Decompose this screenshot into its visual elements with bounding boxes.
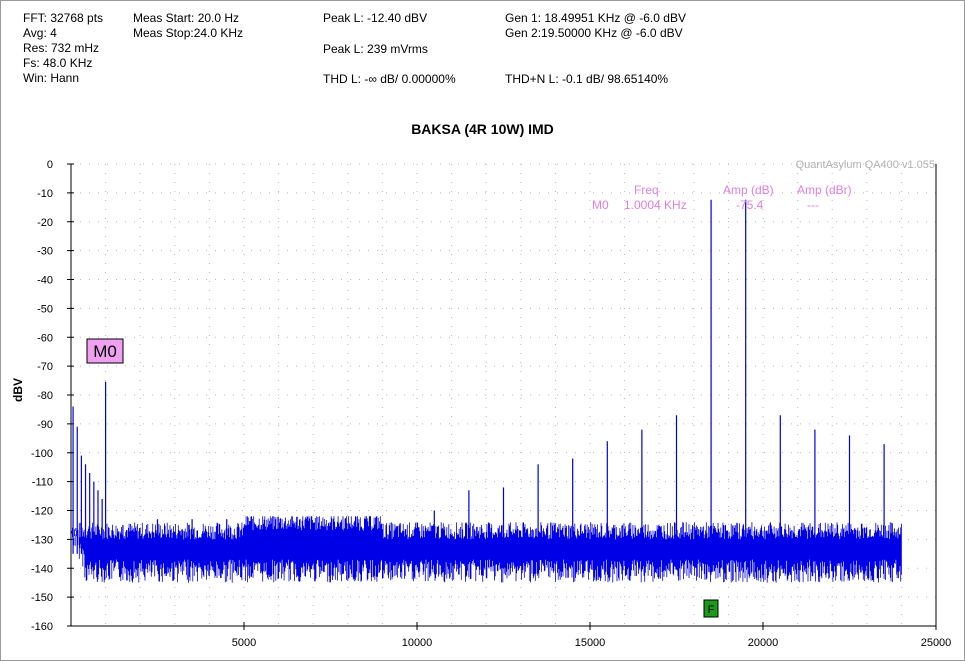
noise-floor [71, 516, 902, 583]
f-marker-box [703, 599, 719, 618]
axes: 0 -10 -20 -30 -40 -50 -60 -70 -80 -90 -100 -110 -120… [31, 159, 951, 649]
peak-dbv: Peak L: -12.40 dBV [323, 11, 428, 25]
y-tick-label: -120 [31, 506, 53, 518]
marker-m0-box [86, 338, 124, 364]
f-marker[interactable]: F [703, 599, 719, 618]
sample-rate: Fs: 48.0 KHz [23, 56, 93, 70]
legend-header-amp-db: Amp (dB) [723, 183, 774, 197]
x-tick-label: 20000 [748, 637, 779, 649]
meas-stop: Meas Stop:24.0 KHz [133, 26, 244, 40]
gen2-readout: Gen 2:19.50000 KHz @ -6.0 dBV [505, 26, 683, 40]
y-tick-label: -20 [37, 217, 53, 229]
y-tick-label: -110 [32, 477, 53, 489]
fft-size: FFT: 32768 pts [23, 11, 104, 25]
y-tick-label: -70 [37, 361, 53, 373]
gen1-readout: Gen 1: 18.49951 KHz @ -6.0 dBV [505, 11, 686, 25]
f-marker-label: F [708, 604, 715, 616]
x-tick-label: 5000 [232, 637, 256, 649]
y-tick-label: -140 [31, 563, 53, 575]
thd-readout: THD L: -∞ dB/ 0.00000% [323, 72, 456, 86]
legend-header-freq: Freq [634, 183, 659, 197]
x-tick-label: 10000 [402, 637, 433, 649]
y-tick-label: -160 [31, 621, 53, 633]
y-tick-label: -90 [37, 419, 53, 431]
legend-marker-amp-db: -75.4 [736, 198, 764, 212]
y-tick-label: -100 [31, 448, 53, 460]
y-tick-label: 0 [47, 159, 53, 171]
marker-m0-label: M0 [93, 342, 117, 361]
y-tick-label: -30 [37, 246, 53, 258]
y-axis-label: dBV [11, 378, 25, 402]
legend-header-amp-dbr: Amp (dBr) [797, 183, 852, 197]
y-tick-label: -130 [31, 534, 53, 546]
resolution: Res: 732 mHz [23, 41, 100, 55]
watermark: QuantAsylum QA400 v1.055 [796, 159, 935, 171]
y-tick-label: -80 [37, 390, 53, 402]
y-tick-label: -10 [37, 188, 53, 200]
legend-marker-amp-dbr: --- [807, 198, 819, 212]
meas-start: Meas Start: 20.0 Hz [133, 11, 240, 25]
y-tick-label: -150 [31, 592, 53, 604]
legend-marker-name: M0 [592, 198, 609, 212]
header-info-col2: Meas Start: 20.0 Hz Meas Stop:24.0 KHz [133, 11, 243, 41]
x-tick-label: 15000 [575, 637, 606, 649]
x-tick-label: 25000 [921, 637, 952, 649]
window-type: Win: Hann [23, 71, 80, 85]
y-tick-label: -50 [37, 303, 53, 315]
y-tick-label: -40 [37, 275, 53, 287]
legend-marker-freq: 1.0004 KHz [624, 198, 687, 212]
marker-m0[interactable]: M0 [86, 338, 124, 364]
averages: Avg: 4 [23, 26, 57, 40]
thdn-readout: THD+N L: -0.1 dB/ 98.65140% [505, 72, 669, 86]
peak-mvrms: Peak L: 239 mVrms [323, 42, 428, 56]
marker-legend: Freq Amp (dB) Amp (dBr) M0 1.0004 KHz -7… [592, 183, 852, 212]
y-tick-label: -60 [37, 332, 53, 344]
header-info-col1: FFT: 32768 pts Avg: 4 Res: 732 mHz Fs: 4… [23, 11, 103, 86]
chart-title: BAKSA (4R 10W) IMD [411, 121, 554, 137]
spectrum-trace [71, 199, 902, 583]
